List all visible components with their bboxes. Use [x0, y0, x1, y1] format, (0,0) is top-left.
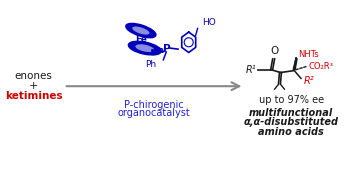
- Text: multifunctional: multifunctional: [249, 108, 333, 118]
- Text: Ph: Ph: [145, 60, 156, 69]
- Ellipse shape: [132, 26, 149, 35]
- Text: HO: HO: [203, 18, 216, 27]
- Ellipse shape: [128, 41, 161, 55]
- Polygon shape: [293, 58, 297, 70]
- Text: +: +: [29, 81, 38, 91]
- Text: NHTs: NHTs: [298, 50, 319, 60]
- Text: organocatalyst: organocatalyst: [117, 108, 190, 118]
- Text: R¹: R¹: [245, 65, 256, 75]
- Ellipse shape: [135, 44, 154, 52]
- Text: O: O: [271, 46, 279, 56]
- Text: P-chirogenic: P-chirogenic: [124, 100, 183, 110]
- Text: ketimines: ketimines: [5, 91, 62, 101]
- Text: enones: enones: [15, 71, 52, 81]
- Text: up to 97% ee: up to 97% ee: [259, 95, 324, 105]
- Ellipse shape: [126, 24, 156, 38]
- Text: amino acids: amino acids: [258, 127, 324, 137]
- Text: P: P: [163, 44, 171, 54]
- Text: α,α-disubstituted: α,α-disubstituted: [244, 117, 339, 127]
- Text: R²: R²: [304, 76, 315, 86]
- Text: Fe: Fe: [135, 35, 147, 44]
- Text: CO₂R³: CO₂R³: [309, 62, 334, 71]
